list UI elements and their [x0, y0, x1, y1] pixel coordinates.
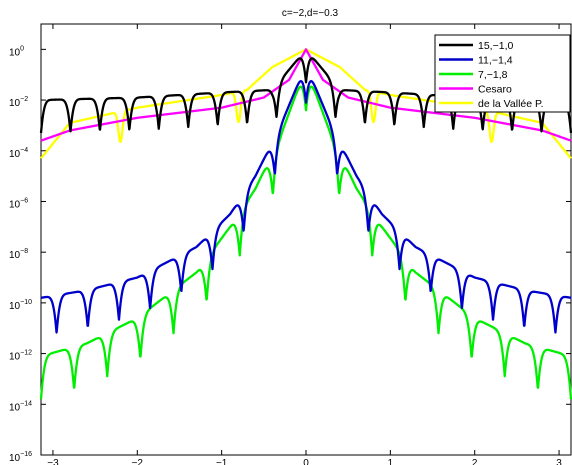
legend-label: Cesaro: [478, 84, 512, 96]
legend-label: 11,−1,4: [478, 55, 513, 67]
series-line: [39, 57, 572, 134]
y-tick-label: 10−12: [9, 350, 32, 363]
y-tick-label: 100: [9, 45, 24, 58]
ticks: −3 −2 −1 0 1 2 3 10−16 10−14 10−12 10−10 10−8 10−6 10…: [9, 24, 571, 465]
x-tick-label: −2: [132, 458, 144, 465]
plot-area: −3 −2 −1 0 1 2 3 10−16 10−14 10−12 10−10 10−8 10−6 10…: [9, 23, 572, 465]
y-tick-label: 10−10: [9, 299, 32, 312]
series-line: [39, 85, 572, 400]
legend-label: de la Vallée P.: [478, 98, 544, 110]
x-tick-label: 3: [556, 458, 562, 465]
x-tick-label: −1: [216, 458, 228, 465]
legend: 15,−1,0 11,−1,4 7,−1,8 Cesaro de la Vallée P…: [434, 34, 571, 113]
series-line: [40, 48, 572, 142]
y-tick-label: 10−14: [9, 400, 32, 413]
y-tick-label: 10−8: [9, 248, 28, 261]
y-tick-label: 10−4: [9, 147, 28, 160]
legend-label: 15,−1,0: [478, 40, 513, 52]
x-tick-label: 1: [388, 458, 394, 465]
series-line: [40, 80, 572, 334]
x-tick-label: −3: [47, 458, 59, 465]
legend-label: 7,−1,8: [478, 69, 508, 81]
y-tick-label: 10−2: [9, 96, 28, 109]
chart-title: c=−2,d=−0.3: [282, 8, 339, 19]
y-tick-label: 10−16: [9, 451, 32, 464]
y-tick-label: 10−6: [9, 197, 28, 210]
x-tick-label: 0: [303, 458, 309, 465]
x-tick-label: 2: [472, 458, 478, 465]
